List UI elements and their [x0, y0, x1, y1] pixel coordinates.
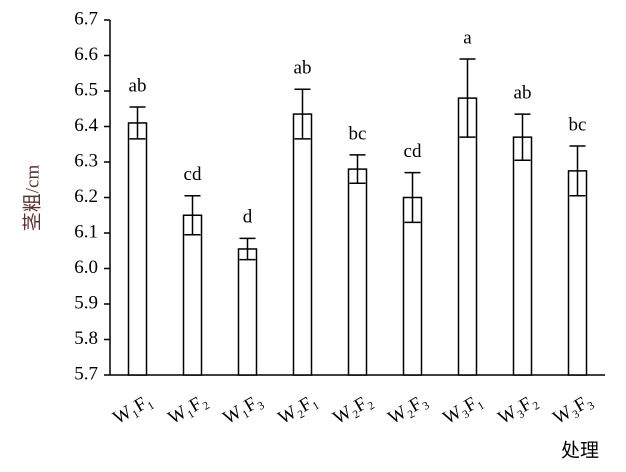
bar [182, 214, 203, 376]
bar [127, 122, 148, 376]
bar [457, 97, 478, 376]
x-tick-label: W₂F₁ [275, 390, 322, 429]
x-tick-label: W₃F₁ [440, 390, 487, 429]
error-bar [569, 145, 586, 197]
bar [512, 136, 533, 376]
bar [402, 196, 423, 376]
bar [347, 168, 368, 376]
x-tick-label: W₁F₁ [110, 390, 157, 429]
x-tick-label: W₁F₃ [220, 390, 267, 429]
error-bar [239, 237, 256, 261]
significance-label: ab [129, 75, 147, 96]
bar [237, 248, 258, 376]
x-tick-label: W₃F₃ [550, 390, 597, 429]
significance-label: bc [569, 114, 587, 135]
x-tick-label: W₃F₂ [495, 390, 542, 429]
error-bar [294, 88, 311, 140]
bar [292, 113, 313, 376]
y-tick-label: 5.7 [74, 363, 98, 384]
significance-label: bc [349, 123, 367, 144]
error-bar [184, 194, 201, 236]
x-tick-label: W₁F₂ [165, 390, 212, 429]
significance-label: cd [404, 141, 422, 162]
y-tick-label: 6.1 [74, 221, 98, 242]
x-axis-label: 处理 [561, 439, 599, 461]
x-tick-label: W₂F₂ [330, 390, 377, 429]
error-bar [459, 58, 476, 138]
significance-label: d [243, 207, 253, 228]
significance-label: cd [184, 164, 202, 185]
y-tick-label: 6.3 [74, 150, 98, 171]
error-bar [349, 154, 366, 185]
y-tick-label: 6.4 [74, 115, 98, 136]
y-tick-label: 6.7 [74, 8, 98, 29]
error-bar [129, 106, 146, 140]
significance-label: ab [294, 58, 312, 79]
significance-label: ab [514, 82, 532, 103]
y-axis-label: 茎粗/cm [21, 165, 43, 232]
y-tick-label: 5.9 [74, 292, 98, 313]
significance-label: a [463, 27, 472, 48]
bar [567, 170, 588, 376]
y-tick-label: 5.8 [74, 328, 98, 349]
y-tick-label: 6.5 [74, 79, 98, 100]
error-bar [404, 171, 421, 224]
y-tick-label: 6.2 [74, 186, 98, 207]
x-tick-label: W₂F₃ [385, 390, 432, 429]
y-tick-label: 6.6 [74, 44, 98, 65]
y-tick-label: 6.0 [74, 257, 98, 278]
error-bar [514, 113, 531, 161]
